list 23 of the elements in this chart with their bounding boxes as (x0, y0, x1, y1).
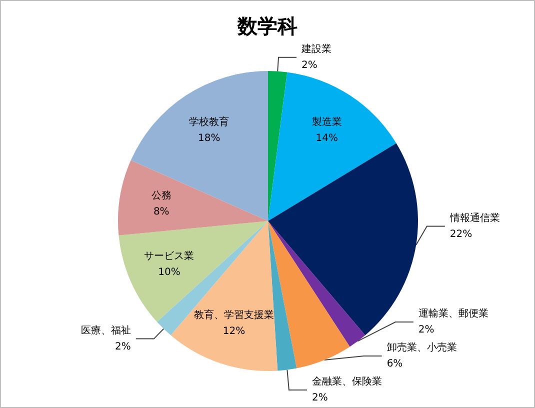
chart-title: 数学科 (236, 14, 298, 38)
data-label: 22% (450, 228, 472, 240)
slice-label: 情報通信業 (448, 212, 500, 224)
data-label: 2% (418, 324, 434, 336)
slice-label: 製造業 (312, 116, 342, 128)
data-label: 8% (153, 206, 170, 218)
slice-label: 運輸業、郵便業 (418, 308, 488, 320)
data-label: 14% (316, 132, 338, 144)
data-label: 2% (115, 341, 131, 352)
slice-label: 教育、学習支援業 (194, 309, 274, 321)
slice-label: サービス業 (144, 250, 194, 262)
data-label: 2% (312, 392, 328, 404)
slice-label: 学校教育 (189, 116, 230, 128)
data-label: 10% (158, 267, 180, 278)
data-label: 12% (222, 326, 246, 337)
slice-label: 建設業 (300, 42, 332, 55)
data-label: 2% (302, 60, 318, 71)
slice-label: 公務 (151, 189, 172, 202)
slice-label: 卸売業、小売業 (386, 342, 457, 354)
data-label: 18% (198, 132, 220, 144)
slice-label: 医療、福祉 (80, 324, 131, 336)
slice-label: 金融業、保険業 (312, 376, 382, 388)
data-label: 6% (386, 358, 403, 370)
